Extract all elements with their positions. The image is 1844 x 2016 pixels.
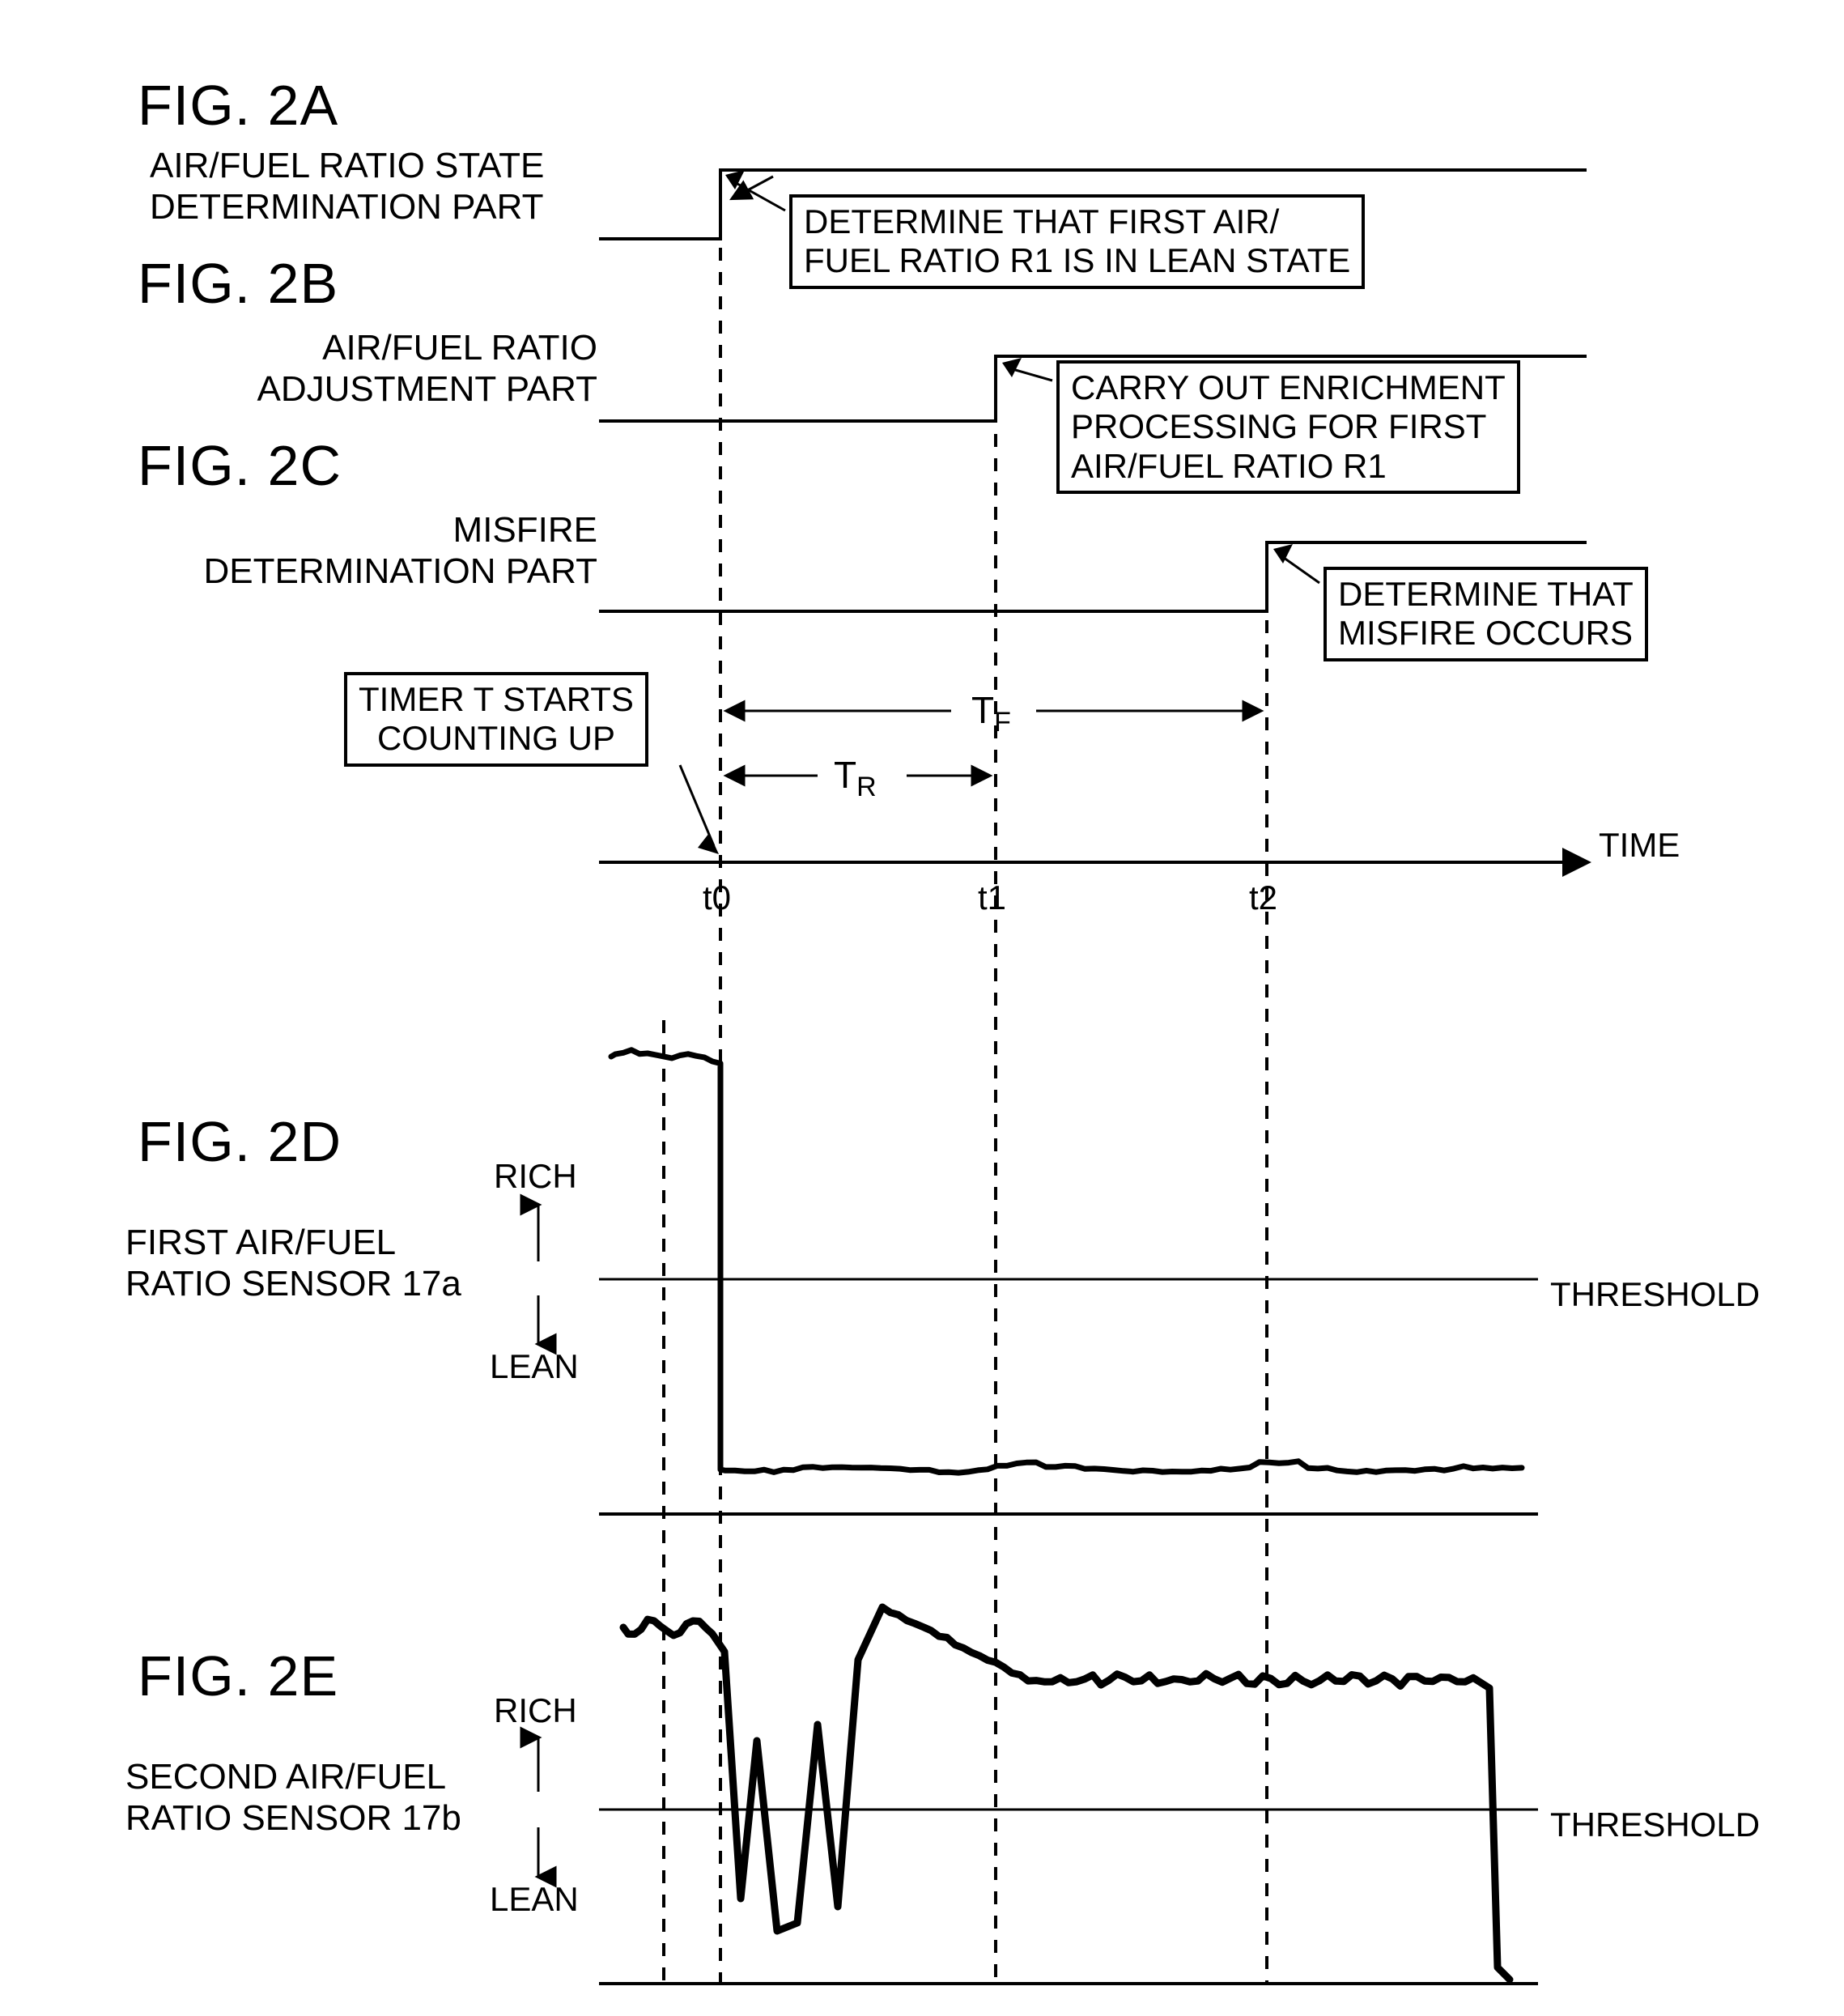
chart-e (538, 1607, 1538, 1984)
diagram-canvas: FIG. 2A AIR/FUEL RATIO STATE DETERMINATI… (0, 0, 1844, 2016)
fig2b-subtitle: AIR/FUEL RATIO ADJUSTMENT PART (257, 328, 598, 410)
fig2a-subtitle: AIR/FUEL RATIO STATE DETERMINATION PART (150, 146, 595, 228)
fig2e-subtitle: SECOND AIR/FUEL RATIO SENSOR 17b (125, 1757, 461, 1839)
label-threshold-d: THRESHOLD (1550, 1275, 1760, 1314)
label-t0: t0 (703, 878, 731, 917)
label-t2: t2 (1249, 878, 1277, 917)
callout-misfire: DETERMINE THAT MISFIRE OCCURS (1324, 567, 1648, 661)
label-lean-e: LEAN (490, 1881, 579, 1918)
callout-enrichment: CARRY OUT ENRICHMENT PROCESSING FOR FIRS… (1056, 360, 1520, 494)
label-time: TIME (1599, 826, 1680, 865)
fig2a-title: FIG. 2A (138, 73, 338, 138)
fig2c-subtitle: MISFIRE DETERMINATION PART (204, 510, 597, 592)
label-rich-d: RICH (494, 1158, 577, 1195)
label-tf: TF (971, 688, 1011, 738)
chart-d (538, 1050, 1538, 1514)
label-threshold-e: THRESHOLD (1550, 1805, 1760, 1844)
callout-timer: TIMER T STARTS COUNTING UP (344, 672, 648, 767)
label-rich-e: RICH (494, 1692, 577, 1729)
fig2c-title: FIG. 2C (138, 433, 342, 498)
label-lean-d: LEAN (490, 1348, 579, 1385)
label-t1: t1 (978, 878, 1006, 917)
fig2b-title: FIG. 2B (138, 251, 338, 316)
label-tr: TR (834, 753, 877, 803)
fig2d-title: FIG. 2D (138, 1109, 342, 1174)
fig2d-subtitle: FIRST AIR/FUEL RATIO SENSOR 17a (125, 1223, 461, 1304)
callout-lean-state: DETERMINE THAT FIRST AIR/ FUEL RATIO R1 … (789, 194, 1365, 289)
fig2e-title: FIG. 2E (138, 1644, 338, 1708)
